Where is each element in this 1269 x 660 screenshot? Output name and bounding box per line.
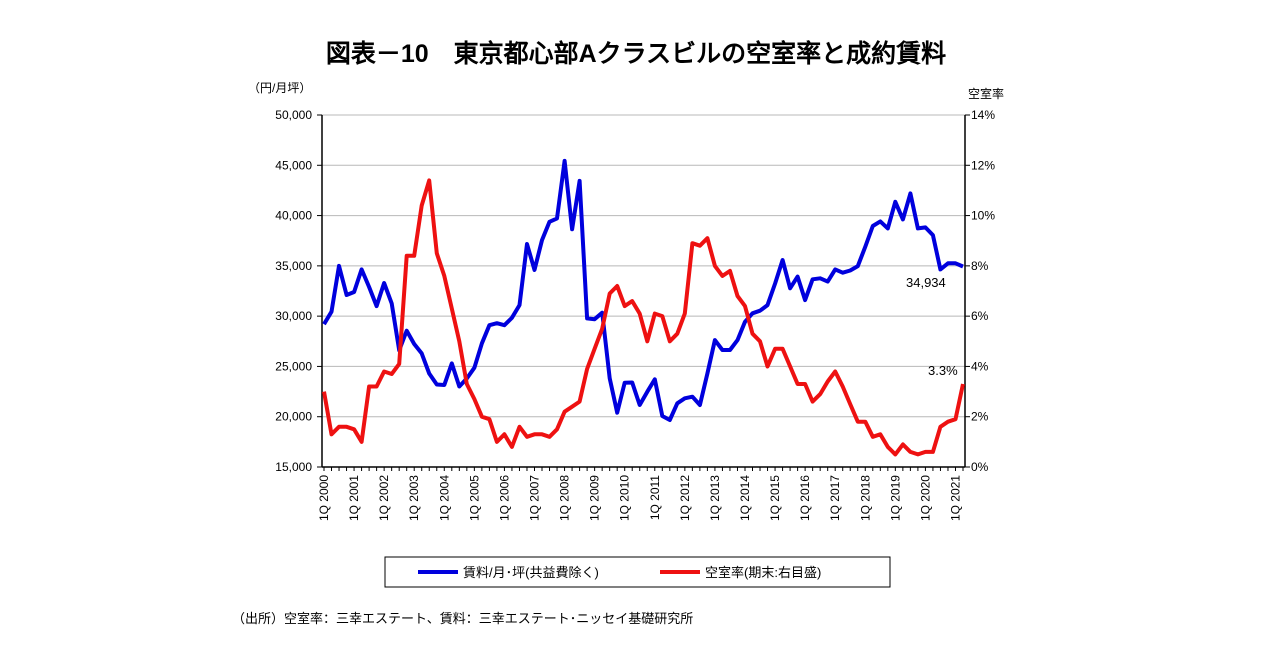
x-tick-label: 1Q 2010 — [618, 475, 632, 521]
x-tick-label: 1Q 2012 — [678, 475, 692, 521]
x-tick-label: 1Q 2007 — [527, 475, 541, 521]
x-tick-label: 1Q 2020 — [918, 475, 932, 521]
left-tick-label: 30,000 — [275, 309, 312, 323]
rent-last-label: 34,934 — [906, 275, 946, 290]
x-tick-label: 1Q 2003 — [407, 475, 421, 521]
x-tick-label: 1Q 2014 — [738, 475, 752, 521]
x-tick-label: 1Q 2005 — [467, 475, 481, 521]
x-tick-label: 1Q 2006 — [497, 475, 511, 521]
x-tick-label: 1Q 2008 — [558, 475, 572, 521]
legend-label-vacancy: 空室率(期末:右目盛) — [705, 565, 821, 580]
x-tick-label: 1Q 2013 — [708, 475, 722, 521]
source-note: （出所）空室率：三幸エステート、賃料：三幸エステート･ニッセイ基礎研究所 — [232, 611, 693, 626]
x-tick-label: 1Q 2001 — [347, 475, 361, 521]
x-tick-label: 1Q 2018 — [858, 475, 872, 521]
x-tick-label: 1Q 2009 — [588, 475, 602, 521]
chart-title: 図表－10 東京都心部Aクラスビルの空室率と成約賃料 — [326, 39, 946, 68]
legend: 賃料/月･坪(共益費除く) 空室率(期末:右目盛) — [384, 556, 891, 588]
rent-line — [322, 158, 964, 422]
x-tick-label: 1Q 2021 — [948, 475, 962, 521]
x-tick-label: 1Q 2000 — [317, 475, 331, 521]
vacancy-line — [322, 178, 965, 457]
x-tick-label: 1Q 2011 — [648, 475, 662, 520]
x-tick-label: 1Q 2016 — [798, 475, 812, 521]
right-tick-label: 0% — [971, 460, 989, 474]
legend-box — [384, 556, 891, 588]
right-tick-label: 14% — [971, 108, 995, 122]
x-tick-label: 1Q 2017 — [828, 475, 842, 521]
right-tick-label: 2% — [971, 410, 989, 424]
left-axis-unit: （円/月坪） — [248, 81, 311, 95]
right-axis-unit: 空室率 — [968, 86, 1004, 101]
right-tick-label: 4% — [971, 359, 989, 373]
vacancy-last-label: 3.3% — [928, 363, 958, 378]
left-tick-label: 40,000 — [275, 209, 312, 223]
left-tick-label: 20,000 — [275, 410, 312, 424]
x-tick-label: 1Q 2019 — [888, 475, 902, 521]
left-tick-label: 50,000 — [275, 108, 312, 122]
x-tick-label: 1Q 2004 — [437, 475, 451, 521]
right-tick-label: 6% — [971, 309, 989, 323]
right-tick-label: 10% — [971, 209, 995, 223]
right-tick-label: 8% — [971, 259, 989, 273]
right-tick-label: 12% — [971, 158, 995, 172]
left-tick-label: 45,000 — [275, 158, 312, 172]
x-tick-label: 1Q 2002 — [377, 475, 391, 521]
left-tick-label: 15,000 — [275, 460, 312, 474]
x-tick-label: 1Q 2015 — [768, 475, 782, 521]
legend-label-rent: 賃料/月･坪(共益費除く) — [463, 565, 599, 580]
left-tick-label: 25,000 — [275, 359, 312, 373]
left-tick-label: 35,000 — [275, 259, 312, 273]
